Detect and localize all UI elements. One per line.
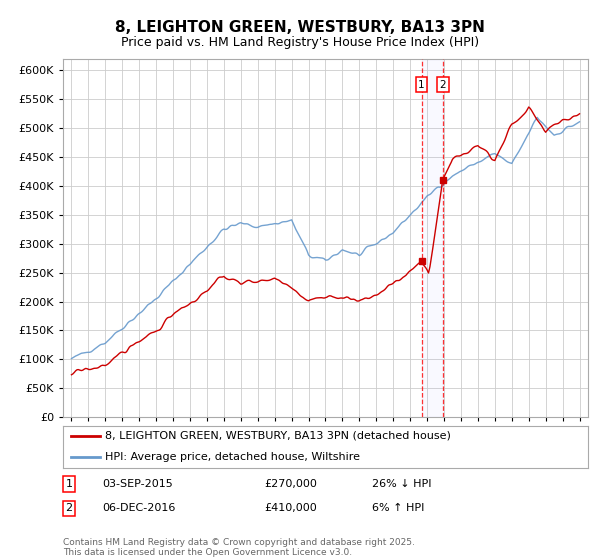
Bar [422,59,443,417]
Text: 6% ↑ HPI: 6% ↑ HPI [372,503,424,514]
Text: 06-DEC-2016: 06-DEC-2016 [102,503,175,514]
Text: Contains HM Land Registry data © Crown copyright and database right 2025.
This d: Contains HM Land Registry data © Crown c… [63,538,415,557]
Text: 03-SEP-2015: 03-SEP-2015 [102,479,173,489]
Text: Price paid vs. HM Land Registry's House Price Index (HPI): Price paid vs. HM Land Registry's House … [121,36,479,49]
Text: 26% ↓ HPI: 26% ↓ HPI [372,479,431,489]
Text: £270,000: £270,000 [264,479,317,489]
Text: 1: 1 [65,479,73,489]
Text: 8, LEIGHTON GREEN, WESTBURY, BA13 3PN: 8, LEIGHTON GREEN, WESTBURY, BA13 3PN [115,20,485,35]
Text: £410,000: £410,000 [264,503,317,514]
Text: 8, LEIGHTON GREEN, WESTBURY, BA13 3PN (detached house): 8, LEIGHTON GREEN, WESTBURY, BA13 3PN (d… [105,431,451,441]
Text: 1: 1 [418,80,425,90]
Text: 2: 2 [439,80,446,90]
Text: HPI: Average price, detached house, Wiltshire: HPI: Average price, detached house, Wilt… [105,452,360,461]
Text: 2: 2 [65,503,73,514]
